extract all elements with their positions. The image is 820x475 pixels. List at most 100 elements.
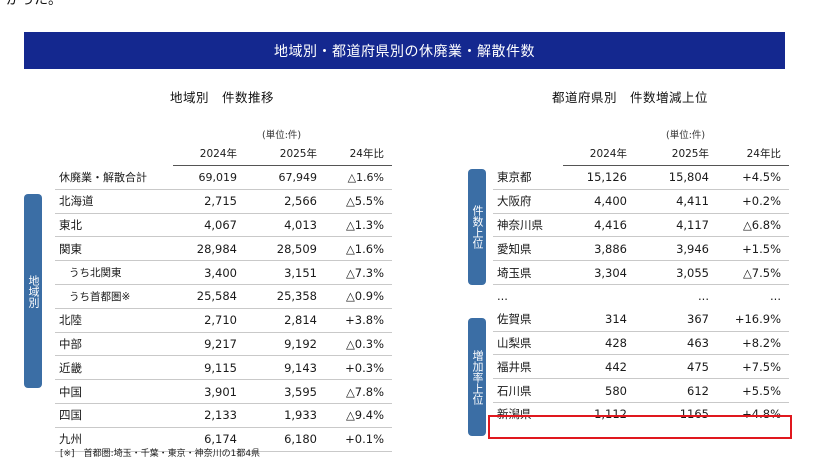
value-2024: 428 [563, 331, 635, 356]
ratio-value: +5.5% [717, 378, 789, 403]
value-2024: 28,984 [173, 236, 245, 262]
value-2025: ... [698, 289, 709, 304]
value-2024: 1,112 [594, 407, 627, 422]
value-2025: 4,013 [245, 213, 325, 238]
value-2025: 2,566 [245, 189, 325, 214]
table-row: 関東 28,984 28,509 △1.6% [55, 236, 392, 262]
value-2025: 2,814 [245, 308, 325, 333]
value-2024: 2,133 [173, 403, 245, 428]
ratio-value: △7.3% [325, 260, 392, 285]
ratio-value: △9.4% [325, 403, 392, 428]
footnote: [※] 首都圏:埼玉・千葉・東京・神奈川の1都4県 [60, 449, 261, 459]
row-name: 中国 [55, 379, 173, 404]
value-2025: 67,949 [245, 165, 325, 190]
row-name: 山梨県 [493, 331, 563, 356]
table-row: うち北関東 3,400 3,151 △7.3% [55, 260, 392, 285]
table-row: 北陸 2,710 2,814 +3.8% [55, 308, 392, 333]
row-name: うち北関東 [55, 260, 173, 285]
value-2025: 15,804 [635, 165, 717, 190]
table-row: 北海道 2,715 2,566 △5.5% [55, 189, 392, 214]
ratio-value: △7.8% [325, 379, 392, 404]
table-row: 愛知県 3,886 3,946 +1.5% [493, 236, 789, 262]
ratio-value: +16.9% [717, 307, 789, 332]
ratio-value: △1.6% [325, 236, 392, 262]
value-2024: 3,304 [563, 260, 635, 285]
value-2024: 2,710 [173, 308, 245, 333]
ratio-value: △1.6% [325, 165, 392, 190]
value-2025: 3,151 [245, 260, 325, 285]
table-row: 近畿 9,115 9,143 +0.3% [55, 355, 392, 381]
row-name: 近畿 [55, 355, 173, 381]
banner-title: 地域別・都道府県別の休廃業・解散件数 [24, 32, 785, 69]
region-side-label: 地域別 [24, 194, 42, 388]
ratio-value: △0.3% [325, 332, 392, 357]
table-row: 四国 2,133 1,933 △9.4% [55, 403, 392, 428]
row-name: 東北 [55, 213, 173, 238]
value-2025: 1,933 [245, 403, 325, 428]
value-2025: 9,143 [245, 355, 325, 381]
value-2024: 6,174 [173, 427, 245, 452]
row-name: 愛知県 [493, 236, 563, 262]
ratio-value: +3.8% [325, 308, 392, 333]
table-row: 神奈川県 4,416 4,117 △6.8% [493, 213, 789, 238]
value-2025: 28,509 [245, 236, 325, 262]
header-2025: 2025年 [245, 141, 325, 166]
value-2025: 3,595 [245, 379, 325, 404]
ratio-value: △0.9% [325, 284, 392, 309]
value-2025: 3,946 [635, 236, 717, 262]
header-2024: 2024年 [563, 141, 635, 166]
table-row: 埼玉県 3,304 3,055 △7.5% [493, 260, 789, 285]
value-2024: 15,126 [563, 165, 635, 190]
value-2024: 3,901 [173, 379, 245, 404]
value-2024: 4,400 [563, 189, 635, 214]
value-2024: 442 [563, 354, 635, 380]
row-name: 大阪府 [493, 189, 563, 214]
table-row: 山梨県 428 463 +8.2% [493, 331, 789, 356]
row-name: 中部 [55, 332, 173, 357]
value-2024 [563, 284, 635, 307]
right-table-title: 都道府県別 件数増減上位 [552, 90, 709, 105]
value-2025: 367 [635, 307, 717, 332]
table-row: うち首都圏※ 25,584 25,358 △0.9% [55, 284, 392, 309]
row-name: 北陸 [55, 308, 173, 333]
header-cell [55, 141, 173, 166]
prefecture-table-header: 2024年 2025年 24年比 [493, 141, 789, 166]
header-ratio: 24年比 [717, 141, 789, 166]
ratio-value: △1.3% [325, 213, 392, 238]
left-unit-label: (単位:件) [262, 130, 302, 141]
row-name: 神奈川県 [493, 213, 563, 238]
row-name: 東京都 [493, 165, 563, 190]
row-name: 四国 [55, 403, 173, 428]
table-row: ......... [493, 284, 789, 307]
value-2025: 4,411 [635, 189, 717, 214]
value-2025: 6,180 [245, 427, 325, 452]
table-row: 石川県 580 612 +5.5% [493, 378, 789, 403]
highlight-box-niigata [488, 415, 792, 439]
table-row: 中国 3,901 3,595 △7.8% [55, 379, 392, 404]
ratio-value: +8.2% [717, 331, 789, 356]
value-2024: 4,416 [563, 213, 635, 238]
row-name: うち首都圏※ [55, 284, 173, 309]
header-ratio: 24年比 [325, 141, 392, 166]
ratio-value: +4.5% [717, 165, 789, 190]
value-2025: 3,055 [635, 260, 717, 285]
row-name: ... [497, 289, 508, 304]
table-row: 東北 4,067 4,013 △1.3% [55, 213, 392, 238]
value-2025: 463 [635, 331, 717, 356]
ratio-value: +0.2% [717, 189, 789, 214]
value-2025: 475 [635, 354, 717, 380]
header-cell [493, 141, 563, 166]
region-table-header: 2024年 2025年 24年比 [55, 141, 392, 166]
growth-rate-side-label-text: 増加率上位 [471, 349, 484, 405]
table-row: 大阪府 4,400 4,411 +0.2% [493, 189, 789, 214]
row-name: 埼玉県 [493, 260, 563, 285]
value-2024: 580 [563, 378, 635, 403]
row-name: 石川県 [493, 378, 563, 403]
ratio-value: △7.5% [717, 260, 789, 285]
ratio-value: +0.1% [325, 427, 392, 452]
ratio-value: +4.8% [742, 407, 781, 422]
prefecture-table: 2024年 2025年 24年比 東京都 15,126 15,804 +4.5% 大阪府… [493, 141, 789, 426]
value-2024: 9,217 [173, 332, 245, 357]
table-row: 佐賀県 314 367 +16.9% [493, 307, 789, 332]
row-name: 北海道 [55, 189, 173, 214]
